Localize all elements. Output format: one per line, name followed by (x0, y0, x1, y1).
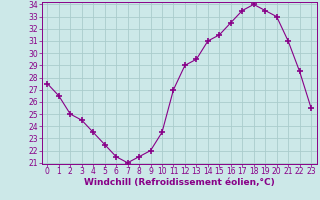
X-axis label: Windchill (Refroidissement éolien,°C): Windchill (Refroidissement éolien,°C) (84, 178, 275, 187)
